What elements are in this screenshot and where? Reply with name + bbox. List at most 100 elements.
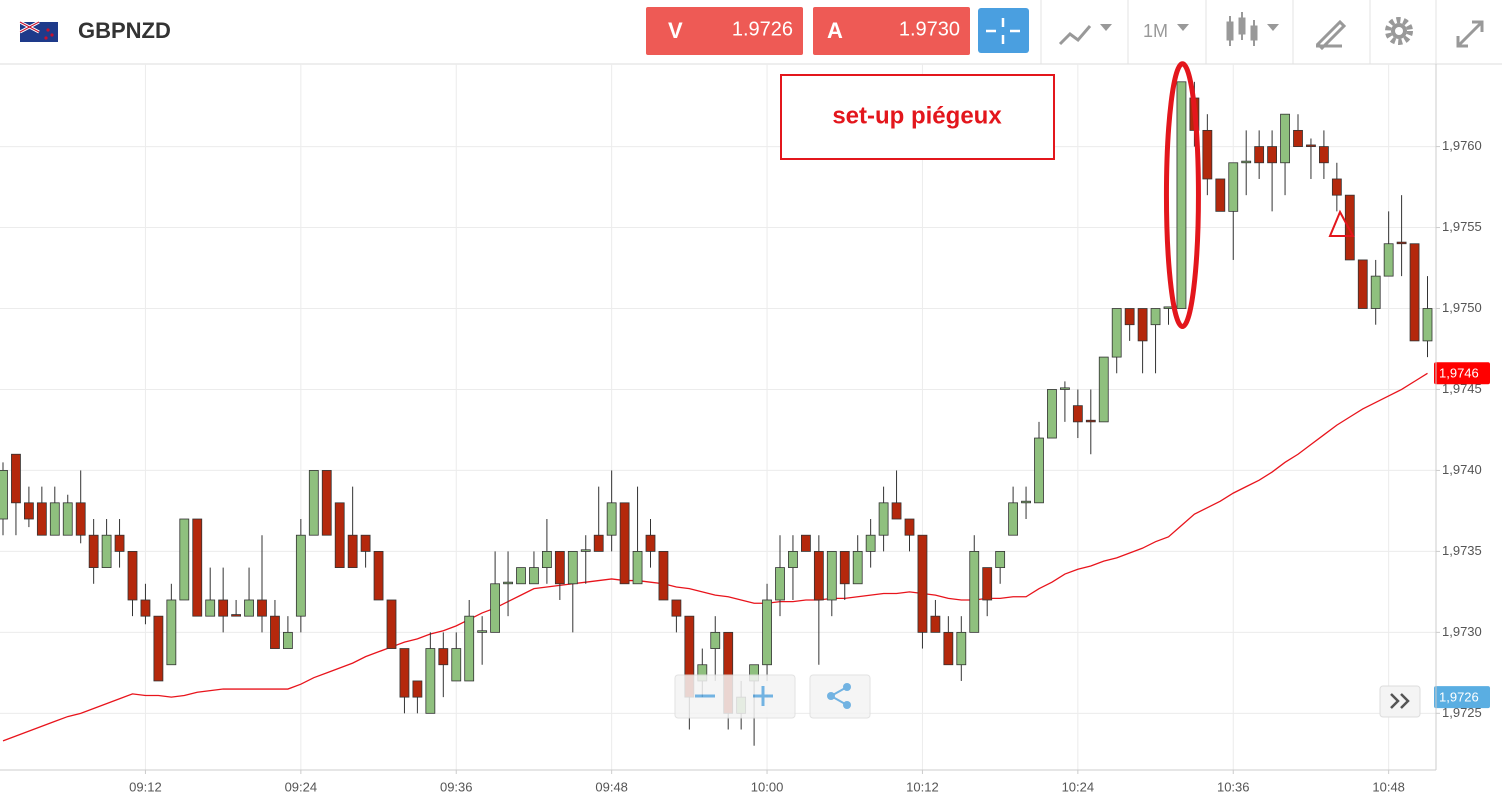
x-tick-label: 09:48	[595, 779, 628, 794]
fullscreen-button[interactable]	[1456, 20, 1484, 48]
share-button[interactable]	[809, 674, 871, 719]
candle-body	[1383, 243, 1394, 277]
candle-body	[101, 534, 112, 568]
candle-style-button[interactable]	[1226, 12, 1279, 46]
sell-button[interactable]: V 1.9726	[646, 7, 803, 55]
candle-body	[490, 583, 501, 633]
candle-body	[580, 549, 591, 552]
candle-body	[1098, 356, 1109, 423]
zoom-in[interactable]	[753, 686, 773, 706]
candle-body	[62, 502, 73, 536]
candle-body	[282, 631, 293, 649]
candle-body	[762, 599, 772, 666]
candle-body	[1124, 308, 1135, 326]
candle-body	[619, 502, 630, 585]
candle-body	[1215, 178, 1226, 212]
candle-body	[891, 502, 902, 520]
candle-body	[425, 648, 436, 714]
candle-body	[1280, 113, 1290, 164]
candle-body	[1370, 275, 1381, 309]
candle-body	[982, 567, 993, 601]
candle-body	[801, 534, 811, 552]
candle-body	[852, 550, 863, 585]
candle-body	[813, 550, 824, 601]
candle-body	[1137, 308, 1148, 342]
candle-body	[231, 614, 242, 617]
annotation: set-up piégeux	[780, 74, 1055, 160]
candle-body	[554, 550, 565, 585]
separators	[1040, 0, 1437, 64]
buy-button[interactable]: A 1.9730	[813, 7, 970, 55]
candle-body	[153, 615, 164, 682]
y-tick-label: 1,9755	[1442, 219, 1482, 234]
candle-body	[1422, 308, 1433, 342]
scroll-right-button[interactable]	[1379, 685, 1421, 718]
candle-body	[1357, 259, 1368, 309]
candle-body	[373, 550, 384, 601]
candle-body	[567, 550, 578, 585]
candle-body	[1150, 308, 1161, 326]
y-tick-label: 1,9745	[1442, 381, 1482, 396]
candle-body	[477, 630, 488, 633]
candle-body	[632, 550, 643, 585]
chart-type-button[interactable]	[1058, 24, 1112, 46]
price-tag-label: 1,9746	[1439, 366, 1479, 381]
candle-body	[1021, 500, 1031, 504]
candle-body	[1085, 419, 1096, 423]
buy-label: A	[827, 18, 843, 43]
flag	[19, 20, 58, 42]
candle-body	[1396, 241, 1407, 245]
candle-body	[1409, 243, 1420, 342]
candle-body	[11, 453, 21, 504]
candle-body	[399, 648, 410, 698]
price-tag-label: 1,9726	[1439, 690, 1479, 705]
moving-average	[2, 372, 1428, 742]
candle-body	[347, 534, 358, 568]
settings-button[interactable]	[1385, 17, 1413, 45]
candle-body	[321, 470, 332, 536]
candle-body	[1267, 146, 1277, 164]
candle-body	[88, 534, 99, 568]
candle-body	[179, 518, 190, 601]
candle-body	[593, 534, 604, 552]
candle-body	[270, 615, 280, 649]
candle-body	[878, 502, 889, 536]
candle-body	[943, 631, 954, 666]
candle-body	[244, 599, 254, 617]
y-tick-label: 1,9730	[1442, 624, 1482, 639]
sell-label: V	[668, 18, 683, 43]
price-tag	[1434, 686, 1490, 709]
candle-body	[710, 631, 721, 649]
candle-body	[438, 648, 449, 666]
candle-body	[839, 550, 850, 585]
drawing-tools-button[interactable]	[1315, 19, 1347, 51]
candle-body	[1202, 129, 1213, 180]
x-tick-label: 09:36	[440, 779, 473, 794]
candle-body	[451, 648, 462, 682]
crosshair-button[interactable]	[978, 8, 1029, 53]
candle-body	[334, 502, 345, 568]
symbol: GBPNZD	[78, 18, 171, 43]
x-tick-label: 09:24	[285, 779, 318, 794]
zoom-panel	[674, 674, 796, 719]
timeframe-button[interactable]: 1M	[1143, 21, 1189, 41]
price-tag	[1434, 362, 1490, 385]
candle-body	[917, 534, 928, 633]
y-tick-label: 1,9760	[1442, 138, 1482, 153]
candle-body	[930, 615, 941, 633]
candle-body	[995, 550, 1006, 568]
candle-body	[1228, 162, 1239, 212]
candle-body	[904, 518, 915, 536]
candle-body	[606, 502, 617, 536]
candle-body	[1344, 194, 1355, 261]
marker-triangle	[1328, 209, 1355, 237]
candle-body	[1306, 144, 1316, 147]
candle-body	[775, 567, 785, 601]
candle-body	[1241, 160, 1252, 164]
candle-body	[969, 550, 980, 633]
y-tick-label: 1,9740	[1442, 462, 1482, 477]
x-tick-label: 10:12	[906, 779, 939, 794]
